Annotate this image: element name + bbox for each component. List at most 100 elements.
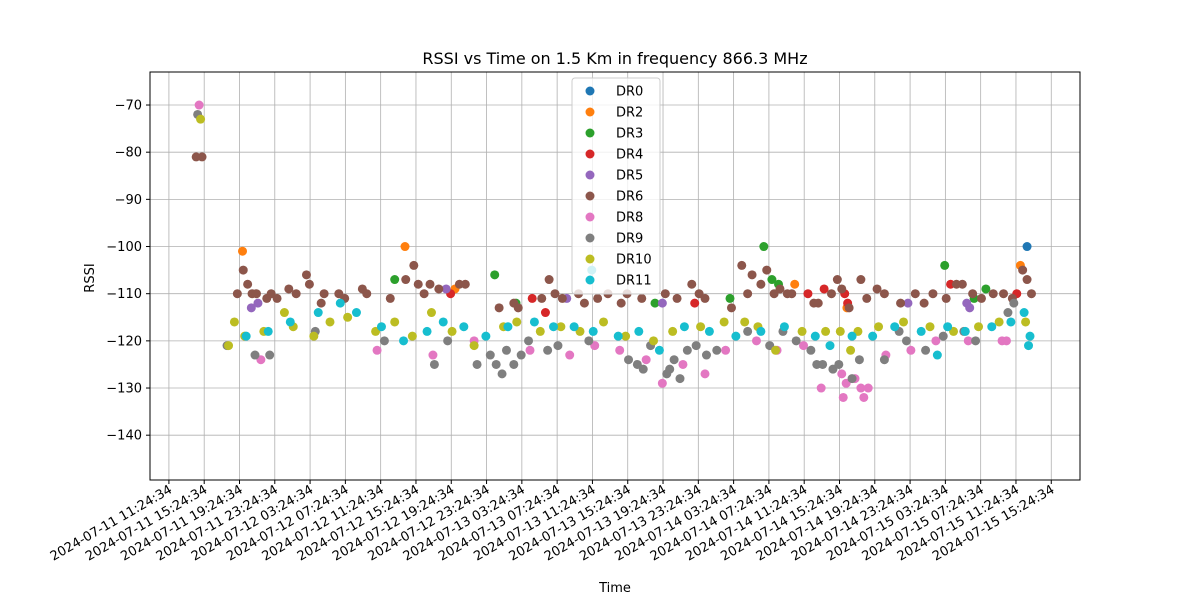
data-point bbox=[279, 308, 289, 318]
legend-marker bbox=[585, 128, 595, 138]
data-point bbox=[669, 355, 679, 365]
data-point bbox=[527, 293, 537, 303]
data-point bbox=[413, 279, 423, 289]
data-point bbox=[494, 303, 504, 313]
data-point bbox=[1022, 242, 1032, 252]
data-point bbox=[932, 350, 942, 360]
series-dr0 bbox=[1022, 242, 1032, 252]
data-point bbox=[379, 336, 389, 346]
y-tick-label: −70 bbox=[115, 99, 142, 114]
data-point bbox=[481, 331, 491, 341]
data-point bbox=[553, 341, 563, 351]
data-point bbox=[899, 317, 909, 327]
legend-label: DR4 bbox=[616, 148, 643, 163]
data-point bbox=[762, 265, 772, 275]
data-point bbox=[690, 298, 700, 308]
data-point bbox=[637, 293, 647, 303]
data-point bbox=[485, 350, 495, 360]
data-point bbox=[232, 289, 242, 299]
data-point bbox=[834, 359, 844, 369]
data-point bbox=[422, 326, 432, 336]
legend-label: DR9 bbox=[616, 232, 643, 247]
data-point bbox=[434, 284, 444, 294]
data-point bbox=[960, 326, 970, 336]
data-point bbox=[687, 279, 697, 289]
data-point bbox=[238, 265, 248, 275]
data-point bbox=[767, 275, 777, 285]
legend-marker bbox=[585, 275, 595, 285]
data-point bbox=[704, 326, 714, 336]
data-point bbox=[1019, 308, 1029, 318]
data-point bbox=[634, 326, 644, 336]
data-point bbox=[438, 317, 448, 327]
data-point bbox=[316, 298, 326, 308]
data-point bbox=[616, 298, 626, 308]
data-point bbox=[803, 289, 813, 299]
data-point bbox=[701, 350, 711, 360]
data-point bbox=[362, 289, 372, 299]
data-point bbox=[726, 303, 736, 313]
data-point bbox=[874, 322, 884, 332]
data-point bbox=[372, 345, 382, 355]
legend-label: DR10 bbox=[616, 253, 652, 268]
y-tick-label: −140 bbox=[106, 429, 142, 444]
data-point bbox=[797, 326, 807, 336]
data-point bbox=[879, 355, 889, 365]
legend-marker bbox=[585, 149, 595, 159]
data-point bbox=[1003, 308, 1013, 318]
data-point bbox=[509, 359, 519, 369]
data-point bbox=[253, 298, 263, 308]
data-point bbox=[872, 284, 882, 294]
data-point bbox=[963, 336, 973, 346]
data-point bbox=[638, 364, 648, 374]
data-point bbox=[654, 345, 664, 355]
data-point bbox=[472, 359, 482, 369]
data-point bbox=[816, 383, 826, 393]
data-point bbox=[994, 317, 1004, 327]
data-point bbox=[859, 392, 869, 402]
data-point bbox=[650, 298, 660, 308]
data-point bbox=[1026, 289, 1036, 299]
data-point bbox=[957, 279, 967, 289]
data-point bbox=[971, 336, 981, 346]
data-point bbox=[775, 284, 785, 294]
data-point bbox=[910, 289, 920, 299]
data-point bbox=[700, 369, 710, 379]
data-point bbox=[460, 279, 470, 289]
data-point bbox=[938, 331, 948, 341]
data-point bbox=[790, 279, 800, 289]
data-point bbox=[194, 100, 204, 110]
data-point bbox=[940, 260, 950, 270]
y-tick-label: −80 bbox=[115, 146, 142, 161]
data-point bbox=[837, 284, 847, 294]
data-point bbox=[579, 298, 589, 308]
data-point bbox=[224, 341, 234, 351]
data-point bbox=[400, 242, 410, 252]
data-point bbox=[856, 275, 866, 285]
data-point bbox=[584, 336, 594, 346]
data-point bbox=[335, 298, 345, 308]
data-point bbox=[459, 322, 469, 332]
data-point bbox=[747, 270, 757, 280]
data-point bbox=[835, 326, 845, 336]
y-tick-label: −90 bbox=[115, 193, 142, 208]
legend-label: DR0 bbox=[616, 85, 643, 100]
data-point bbox=[241, 331, 251, 341]
data-point bbox=[649, 336, 659, 346]
legend-label: DR2 bbox=[616, 106, 643, 121]
data-point bbox=[265, 350, 275, 360]
data-point bbox=[743, 289, 753, 299]
data-point bbox=[516, 350, 526, 360]
data-point bbox=[512, 317, 522, 327]
data-point bbox=[941, 293, 951, 303]
data-point bbox=[409, 260, 419, 270]
data-point bbox=[787, 289, 797, 299]
legend-marker bbox=[585, 170, 595, 180]
data-point bbox=[921, 345, 931, 355]
data-point bbox=[821, 326, 831, 336]
data-point bbox=[313, 308, 323, 318]
data-point bbox=[813, 298, 823, 308]
data-point bbox=[818, 359, 828, 369]
data-point bbox=[1001, 336, 1011, 346]
data-point bbox=[756, 326, 766, 336]
